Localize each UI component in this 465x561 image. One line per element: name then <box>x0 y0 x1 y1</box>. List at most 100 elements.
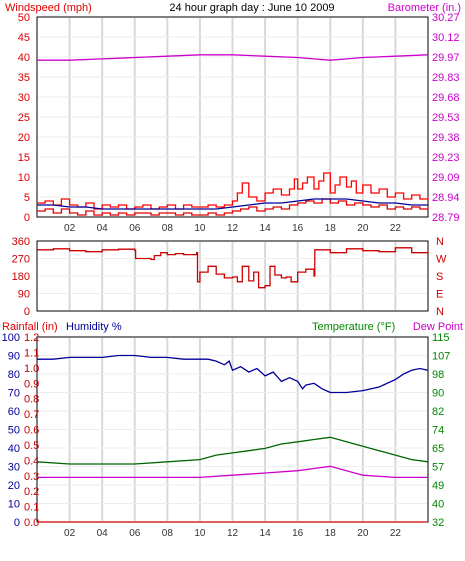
y-tick-label: 5 <box>24 192 30 204</box>
y-tick-label: 45 <box>18 32 30 44</box>
y2-tick-label: 28.94 <box>432 192 460 204</box>
winddir-series-line <box>37 247 429 289</box>
y2-tick-label: E <box>436 289 443 301</box>
y-tick-label: 0 <box>24 306 30 318</box>
humidity-temperature-panel: 0 10 20 30 40 50 60 70 80 90 100 32 40 49 57 65 74 82 90 98… <box>2 332 451 539</box>
humidity-series-line <box>37 354 429 394</box>
rain-tick-label: 0.4 <box>24 455 39 467</box>
rainfall-axis-label: Rainfall (in) <box>2 321 58 333</box>
x-tick-label: 22 <box>390 528 402 539</box>
x-tick-label: 16 <box>292 223 304 234</box>
x-tick-label: 06 <box>129 528 141 539</box>
y2-tick-label: 98 <box>432 369 444 381</box>
rain-tick-label: 0.8 <box>24 394 39 406</box>
y-tick-label: 50 <box>8 425 20 437</box>
y2-tick-label: 65 <box>432 443 444 455</box>
y2-tick-label: 29.38 <box>432 132 460 144</box>
y2-tick-label: 29.23 <box>432 152 460 164</box>
y2-tick-label: 29.53 <box>432 112 460 124</box>
rain-tick-label: 1.2 <box>24 332 39 344</box>
y-tick-label: 270 <box>12 254 30 266</box>
rain-tick-label: 0.1 <box>24 502 39 514</box>
x-tick-label: 10 <box>194 223 206 234</box>
y-tick-label: 70 <box>8 388 20 400</box>
y2-tick-label: 49 <box>432 480 444 492</box>
rain-tick-label: 1.1 <box>24 347 39 359</box>
rain-tick-label: 0.9 <box>24 378 39 390</box>
x-tick-label: 02 <box>64 528 76 539</box>
wind-barometer-panel: 0 5 10 15 20 25 30 35 40 45 50 28.79 28.94 29.09 29.23… <box>18 12 460 234</box>
y-tick-label: 50 <box>18 12 30 24</box>
temp-series-line <box>36 436 429 465</box>
y2-tick-label: 29.68 <box>432 92 460 104</box>
y2-tick-label: 30.12 <box>432 32 460 44</box>
y2-tick-label: 82 <box>432 406 444 418</box>
y2-tick-label: S <box>436 271 443 283</box>
gust-series-line <box>37 172 429 210</box>
x-tick-label: 14 <box>260 223 272 234</box>
y-tick-label: 20 <box>18 132 30 144</box>
y-tick-label: 10 <box>18 172 30 184</box>
y-tick-label: 0 <box>24 212 30 224</box>
temperature-axis-label: Temperature (°F) <box>312 321 395 333</box>
x-tick-label: 22 <box>390 223 402 234</box>
rain-tick-label: 0.6 <box>24 425 39 437</box>
y2-tick-label: 32 <box>432 517 444 529</box>
rain-tick-label: 0.5 <box>24 440 39 452</box>
x-tick-label: 10 <box>194 528 206 539</box>
y-tick-label: 40 <box>18 52 30 64</box>
dewpoint-axis-label: Dew Point <box>413 321 463 333</box>
x-tick-label: 20 <box>357 528 369 539</box>
y2-tick-label: 30.27 <box>432 12 460 24</box>
x-tick-label: 04 <box>97 528 109 539</box>
dew-series-line <box>37 465 428 479</box>
y-tick-label: 30 <box>8 462 20 474</box>
y-tick-label: 10 <box>8 499 20 511</box>
rain-tick-label: 0.2 <box>24 486 39 498</box>
x-tick-label: 14 <box>260 528 272 539</box>
y-tick-label: 360 <box>12 236 30 248</box>
windspeed-axis-label: Windspeed (mph) <box>5 2 92 14</box>
rain-tick-label: 0.3 <box>24 471 39 483</box>
y2-tick-label: 74 <box>432 425 444 437</box>
y-tick-label: 15 <box>18 152 30 164</box>
barometer-axis-label: Barometer (in.) <box>388 2 461 14</box>
y-tick-label: 25 <box>18 112 30 124</box>
y2-tick-label: 90 <box>432 388 444 400</box>
y-tick-label: 0 <box>14 517 20 529</box>
y2-tick-label: 115 <box>432 332 450 344</box>
x-tick-label: 08 <box>162 528 174 539</box>
y2-tick-label: N <box>436 236 444 248</box>
y2-tick-label: N <box>436 306 444 318</box>
y-tick-label: 100 <box>2 332 20 344</box>
x-tick-label: 18 <box>325 223 337 234</box>
baro-series-line <box>37 54 429 61</box>
y2-tick-label: 57 <box>432 462 444 474</box>
y-tick-label: 35 <box>18 72 30 84</box>
y-tick-label: 60 <box>8 406 20 418</box>
x-tick-label: 02 <box>64 223 76 234</box>
y2-tick-label: W <box>436 254 447 266</box>
rain-tick-label: 1.0 <box>24 363 39 375</box>
y2-tick-label: 40 <box>432 499 444 511</box>
y-tick-label: 30 <box>18 92 30 104</box>
y2-tick-label: 107 <box>432 351 450 363</box>
y-tick-label: 90 <box>8 351 20 363</box>
y2-tick-label: 29.97 <box>432 52 460 64</box>
graph-title: 24 hour graph day : June 10 2009 <box>169 2 334 14</box>
wind-series-line <box>37 198 429 216</box>
y2-tick-label: 29.83 <box>432 72 460 84</box>
humidity-axis-label: Humidity % <box>66 321 122 333</box>
y-tick-label: 20 <box>8 480 20 492</box>
x-tick-label: 08 <box>162 223 174 234</box>
x-tick-label: 12 <box>227 223 239 234</box>
x-tick-label: 20 <box>357 223 369 234</box>
avg-series-line <box>37 198 428 210</box>
y-tick-label: 180 <box>12 271 30 283</box>
x-tick-label: 04 <box>97 223 109 234</box>
y-tick-label: 40 <box>8 443 20 455</box>
y2-tick-label: 29.09 <box>432 172 460 184</box>
